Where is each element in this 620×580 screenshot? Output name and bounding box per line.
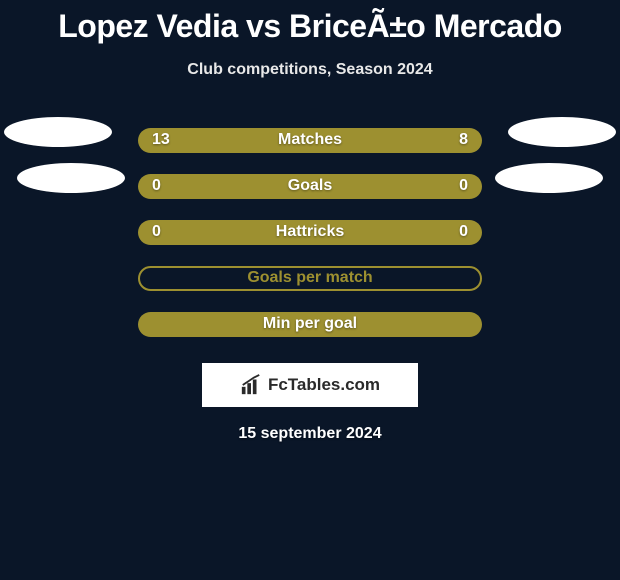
stat-bar-mpg: Min per goal xyxy=(138,312,482,337)
player-right-ellipse xyxy=(508,117,616,147)
stat-label: Hattricks xyxy=(276,223,344,241)
subtitle: Club competitions, Season 2024 xyxy=(0,61,620,79)
logo-text: FcTables.com xyxy=(268,375,380,395)
stat-row-hattricks: 0 Hattricks 0 xyxy=(0,209,620,255)
stat-bar-gpm: Goals per match xyxy=(138,266,482,291)
player-left-ellipse xyxy=(17,163,125,193)
stat-right-value: 8 xyxy=(438,131,468,149)
player-right-ellipse xyxy=(495,163,603,193)
stat-row-gpm: Goals per match xyxy=(0,255,620,301)
stat-label: Goals per match xyxy=(247,269,372,287)
stat-left-value: 0 xyxy=(152,223,182,241)
stat-row-matches: 13 Matches 8 xyxy=(0,117,620,163)
stat-row-mpg: Min per goal xyxy=(0,301,620,347)
page-title: Lopez Vedia vs BriceÃ±o Mercado xyxy=(0,8,620,45)
stat-row-goals: 0 Goals 0 xyxy=(0,163,620,209)
stat-label: Goals xyxy=(288,177,332,195)
stat-left-value: 0 xyxy=(152,177,182,195)
stat-bar-matches: 13 Matches 8 xyxy=(138,128,482,153)
stat-bar-hattricks: 0 Hattricks 0 xyxy=(138,220,482,245)
date-label: 15 september 2024 xyxy=(0,425,620,443)
stat-label: Min per goal xyxy=(263,315,357,333)
stat-bar-goals: 0 Goals 0 xyxy=(138,174,482,199)
stat-right-value: 0 xyxy=(438,223,468,241)
stat-left-value: 13 xyxy=(152,131,182,149)
stat-label: Matches xyxy=(278,131,342,149)
chart-icon xyxy=(240,374,262,396)
player-left-ellipse xyxy=(4,117,112,147)
stat-right-value: 0 xyxy=(438,177,468,195)
logo-box: FcTables.com xyxy=(202,363,418,407)
